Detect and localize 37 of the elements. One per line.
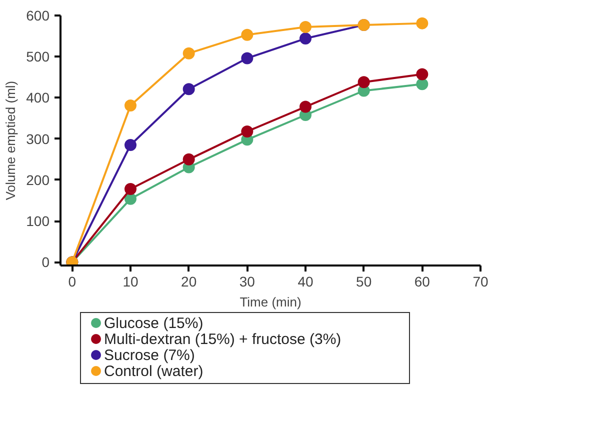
y-tick-label: 200 xyxy=(26,172,50,188)
y-tick-label: 500 xyxy=(26,48,50,65)
point xyxy=(416,68,428,80)
y-tick-label: 400 xyxy=(26,90,50,106)
point xyxy=(182,83,195,96)
y-tick-label: 600 xyxy=(26,8,50,24)
point xyxy=(241,52,254,64)
point xyxy=(124,183,136,196)
x-tick-label: 30 xyxy=(239,274,256,290)
y-axis-title: Volume emptied (ml) xyxy=(3,80,18,200)
y-tick-label: 100 xyxy=(26,213,50,230)
point xyxy=(182,153,195,166)
point xyxy=(416,78,428,90)
point xyxy=(416,17,428,30)
y-tick-label: 300 xyxy=(26,130,50,147)
x-tick-label: 60 xyxy=(414,274,430,290)
point xyxy=(124,139,136,152)
legend-item: Multi-dextran (15%) + fructose (3%) xyxy=(91,332,399,348)
point xyxy=(124,100,136,112)
point xyxy=(241,28,254,41)
x-axis-title: Time (min) xyxy=(240,294,302,310)
legend-item: Sucrose (7%) xyxy=(91,348,399,364)
point xyxy=(241,125,254,138)
x-tick-label: 10 xyxy=(122,274,138,290)
point xyxy=(182,47,195,60)
point xyxy=(300,32,312,45)
x-tick-label: 20 xyxy=(181,274,197,290)
x-tick-label: 50 xyxy=(356,274,372,290)
x-tick-label: 0 xyxy=(68,274,76,290)
x-tick-label: 40 xyxy=(298,274,314,290)
x-tick-label: 70 xyxy=(472,274,488,290)
point xyxy=(358,76,370,88)
legend-item: Control (water) xyxy=(91,364,399,380)
point xyxy=(300,21,312,33)
legend-item: Glucose (15%) xyxy=(91,316,399,332)
y-tick-label: 0 xyxy=(42,254,50,270)
point xyxy=(300,100,312,113)
